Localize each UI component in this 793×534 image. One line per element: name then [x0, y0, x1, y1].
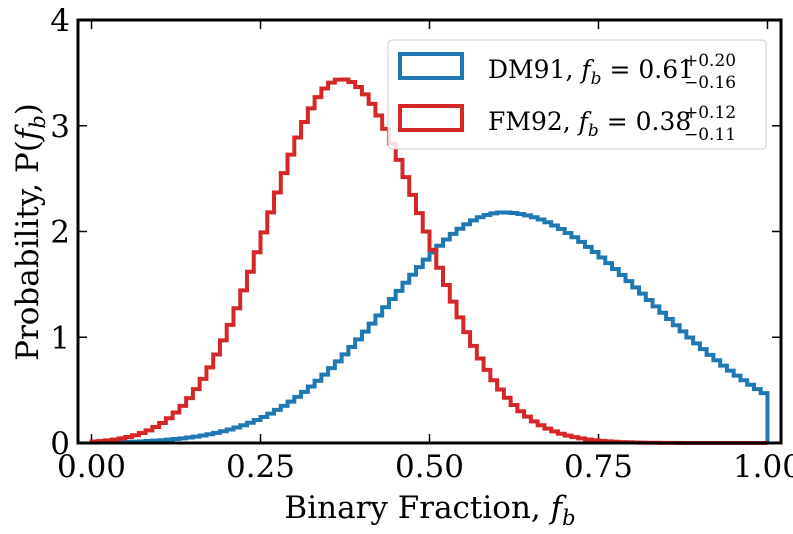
y-tick-label: 3	[50, 109, 70, 145]
legend-swatch-dm91	[398, 52, 464, 80]
y-tick-label: 2	[50, 215, 70, 251]
plot-frame	[76, 18, 783, 445]
x-tick-label: 0.25	[226, 449, 295, 485]
legend-err-minus-fm92: −0.11	[684, 125, 736, 145]
legend-label-dm91: DM91, fb = 0.61	[488, 55, 694, 89]
x-tick-label: 0.75	[564, 449, 633, 485]
series-dm91-line	[89, 210, 770, 445]
legend-label-fm92: FM92, fb = 0.38	[488, 107, 691, 141]
x-axis-label: Binary Fraction, fb	[284, 490, 575, 530]
y-tick-label: 4	[50, 3, 70, 39]
legend: DM91, fb = 0.61 +0.20 −0.16 FM92, fb = 0…	[387, 39, 767, 150]
y-tick-label: 0	[50, 426, 70, 462]
x-tick-label: 0.50	[395, 449, 464, 485]
legend-swatch-fm92	[398, 104, 464, 132]
x-tick-label: 0.00	[57, 449, 126, 485]
legend-err-minus-dm91: −0.16	[684, 73, 736, 93]
legend-box	[387, 39, 767, 150]
tick-labels: 0.00 0.25 0.50 0.75 1.00 0 1 2 3 4	[50, 3, 793, 485]
legend-err-plus-fm92: +0.12	[684, 103, 736, 123]
y-tick-label: 1	[50, 320, 70, 356]
legend-err-plus-dm91: +0.20	[684, 51, 736, 71]
x-tick-label: 1.00	[733, 449, 793, 485]
y-axis-label: Probability, P(fb)	[10, 103, 50, 361]
